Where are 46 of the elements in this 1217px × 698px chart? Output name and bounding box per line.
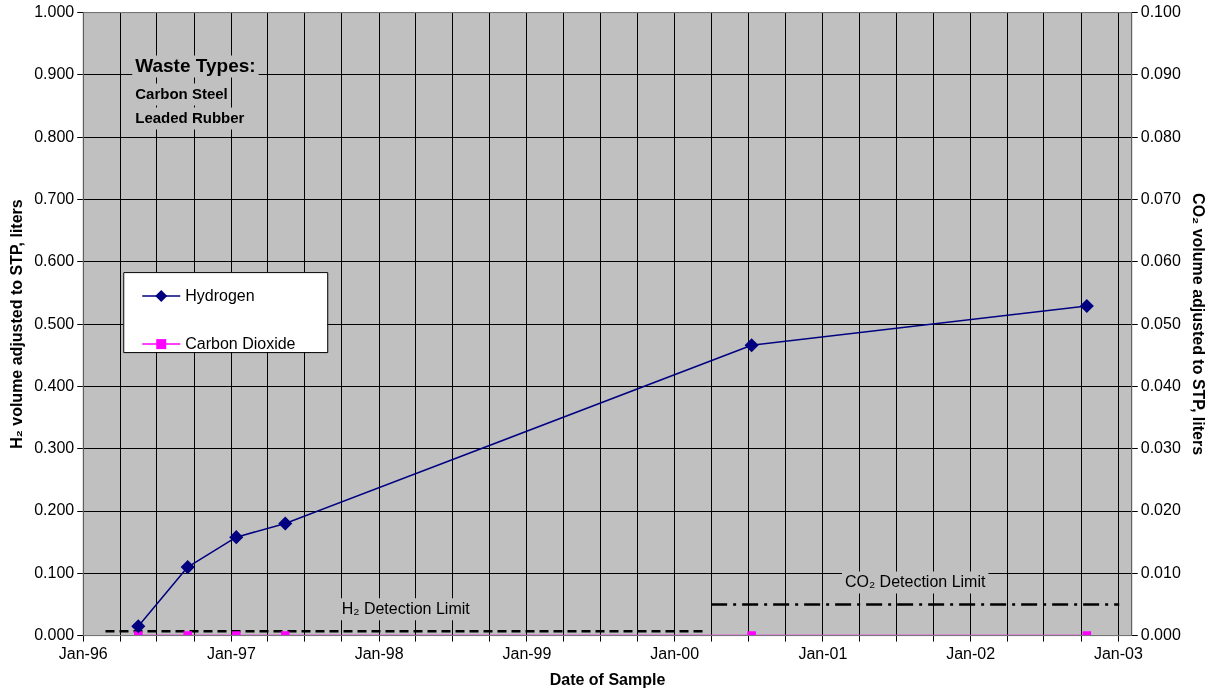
x-tick-label: Jan-98 (354, 644, 404, 662)
y-tick-label: 0.200 (34, 501, 75, 519)
y2-tick-label: 0.080 (1140, 127, 1181, 145)
y2-axis-title: CO₂ volume adjusted to STP, liters (1189, 193, 1207, 456)
y2-tick-label: 0.050 (1140, 314, 1181, 332)
y-tick-label: 0.300 (34, 439, 75, 457)
y-axis-title: H₂ volume adjusted to STP, liters (8, 199, 26, 449)
y-tick-label: 1.000 (34, 3, 75, 21)
annotation: Leaded Rubber (135, 108, 245, 126)
x-tick-label: Jan-02 (946, 644, 996, 662)
y2-tick-label: 0.020 (1140, 501, 1181, 519)
point (744, 338, 759, 353)
y-tick-label: 0.900 (34, 65, 75, 83)
y-tick-label: 0.400 (34, 376, 75, 394)
y2-tick-label: 0.010 (1140, 563, 1181, 581)
legend-label: Carbon Dioxide (185, 334, 296, 352)
y2-tick-label: 0.030 (1140, 439, 1181, 457)
point (229, 530, 244, 544)
x-tick-label: Jan-03 (1093, 644, 1143, 662)
x-tick-label: Jan-97 (206, 644, 256, 662)
y2-tick-label: 0.100 (1140, 3, 1181, 21)
series-label: H₂ Detection Limit (341, 599, 471, 617)
annotation: Waste Types: (135, 54, 256, 76)
y2-tick-label: 0.060 (1140, 252, 1181, 270)
point (278, 516, 292, 531)
y2-tick-label: 0.040 (1140, 376, 1181, 394)
point (131, 619, 146, 634)
x-tick-label: Jan-01 (798, 644, 848, 662)
x-tick-label: Jan-96 (58, 644, 108, 662)
x-tick-label: Jan-99 (502, 644, 552, 662)
legend-label: Hydrogen (185, 286, 255, 304)
x-tick-label: Jan-00 (650, 644, 700, 662)
y-tick-label: 0.000 (34, 626, 75, 644)
point (1080, 299, 1094, 313)
y-tick-label: 0.500 (34, 314, 75, 332)
x-axis-title: Date of Sample (549, 670, 666, 688)
y-tick-label: 0.600 (34, 252, 75, 270)
y2-tick-label: 0.070 (1140, 189, 1181, 207)
annotation: Carbon Steel (135, 84, 228, 102)
y2-tick-label: 0.090 (1140, 65, 1181, 83)
y-tick-label: 0.100 (34, 563, 75, 581)
y-tick-label: 0.800 (34, 127, 75, 145)
point (180, 560, 195, 574)
series-label: CO₂ Detection Limit (844, 572, 986, 590)
y-tick-label: 0.700 (34, 189, 75, 207)
y2-tick-label: 0.000 (1140, 626, 1181, 644)
